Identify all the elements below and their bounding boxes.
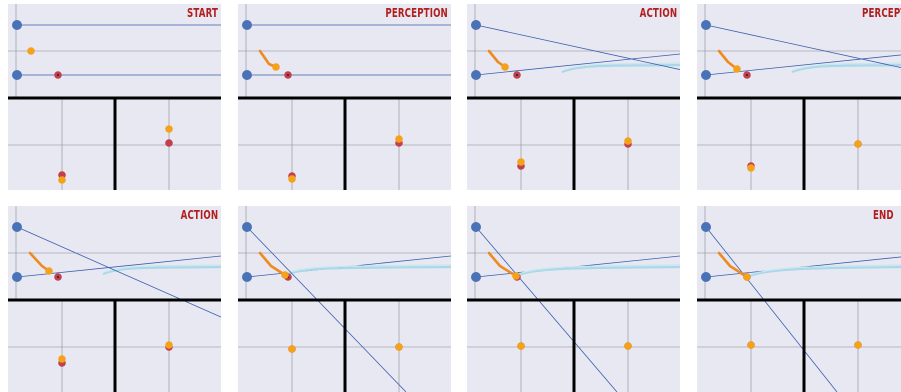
action-line: [705, 226, 838, 392]
lower-right-agent-point: [854, 140, 862, 148]
fit-curve-highlight: [517, 264, 680, 275]
simulation-frame: [467, 206, 680, 392]
anchor-point-top: [12, 20, 22, 30]
target-point-center: [57, 276, 59, 278]
lower-left-agent-point: [747, 164, 755, 172]
frame-label: START: [186, 6, 218, 20]
target-point-center: [746, 74, 748, 76]
trajectory-trail: [28, 251, 51, 273]
anchor-point-top: [242, 20, 252, 30]
frame-canvas: [238, 206, 451, 392]
frame-canvas: [467, 206, 680, 392]
frame-label: ACTION: [639, 6, 677, 20]
lower-left-agent-point: [288, 175, 296, 183]
fit-curve: [746, 265, 901, 279]
lower-left-agent-point: [58, 176, 66, 184]
fit-curve: [515, 265, 680, 278]
action-line: [475, 24, 680, 70]
lower-left-agent-point: [58, 355, 66, 363]
frame-canvas: [238, 4, 451, 190]
trajectory-trail: [717, 49, 739, 71]
target-point-center: [516, 74, 518, 76]
anchor-point-bottom: [701, 272, 711, 282]
frame-canvas: [697, 206, 901, 392]
fit-curve-highlight: [748, 264, 901, 276]
frame-label: PERCEPTION: [385, 6, 448, 20]
fit-curve: [284, 265, 451, 277]
fit-curve: [102, 265, 221, 276]
fit-curve-highlight: [793, 62, 901, 71]
action-line: [705, 24, 901, 69]
lower-left-agent-point: [517, 342, 525, 350]
lower-right-target-point: [165, 139, 173, 147]
agent-point: [27, 47, 35, 55]
frame-label: PERCEPTION: [862, 6, 901, 20]
agent-point: [501, 63, 509, 71]
lower-left-agent-point: [517, 158, 525, 166]
anchor-point-bottom: [12, 272, 22, 282]
trajectory-trail: [258, 251, 287, 277]
action-line: [475, 226, 618, 392]
anchor-point-bottom: [471, 70, 481, 80]
agent-point: [281, 271, 289, 279]
frame-canvas: [697, 4, 901, 190]
fit-curve-highlight: [104, 264, 221, 273]
anchor-point-bottom: [12, 70, 22, 80]
simulation-frame: [238, 206, 451, 392]
agent-point: [45, 267, 53, 275]
anchor-point-top: [471, 20, 481, 30]
action-line: [246, 226, 407, 392]
lower-left-agent-point: [747, 341, 755, 349]
simulation-frame: ACTION: [467, 4, 680, 190]
trajectory-trail: [487, 251, 518, 278]
anchor-point-bottom: [701, 70, 711, 80]
agent-point: [743, 273, 751, 281]
fit-curve-highlight: [563, 62, 680, 71]
lower-right-agent-point: [624, 342, 632, 350]
target-point-center: [287, 74, 289, 76]
anchor-point-bottom: [242, 70, 252, 80]
lower-right-agent-point: [624, 137, 632, 145]
target-point-center: [57, 74, 59, 76]
fit-line: [705, 54, 901, 76]
simulation-frame: PERCEPTION: [697, 4, 901, 190]
agent-point: [512, 272, 520, 280]
lower-right-agent-point: [165, 341, 173, 349]
simulation-frame: START: [8, 4, 221, 190]
simulation-frame: ACTION: [8, 206, 221, 392]
lower-right-agent-point: [854, 341, 862, 349]
lower-right-agent-point: [395, 343, 403, 351]
anchor-point-bottom: [471, 272, 481, 282]
frame-canvas: [8, 206, 221, 392]
agent-point: [272, 63, 280, 71]
lower-left-agent-point: [288, 345, 296, 353]
anchor-point-top: [12, 222, 22, 232]
frame-label: ACTION: [180, 208, 218, 222]
lower-right-agent-point: [395, 135, 403, 143]
lower-right-agent-point: [165, 125, 173, 133]
simulation-frame: END: [697, 206, 901, 392]
anchor-point-top: [701, 20, 711, 30]
simulation-frame: PERCEPTION: [238, 4, 451, 190]
action-line: [16, 226, 221, 318]
fit-line: [475, 53, 680, 76]
fit-curve-highlight: [286, 264, 451, 274]
anchor-point-top: [242, 222, 252, 232]
frame-label: END: [873, 208, 894, 222]
anchor-point-top: [471, 222, 481, 232]
agent-point: [733, 65, 741, 73]
frame-canvas: [467, 4, 680, 190]
anchor-point-top: [701, 222, 711, 232]
trajectory-trail: [717, 251, 749, 279]
anchor-point-bottom: [242, 272, 252, 282]
frame-canvas: [8, 4, 221, 190]
